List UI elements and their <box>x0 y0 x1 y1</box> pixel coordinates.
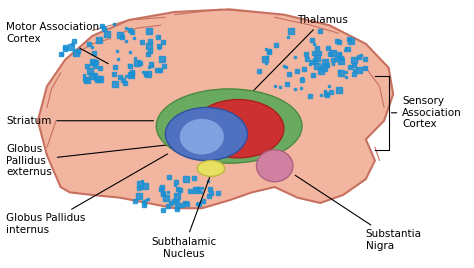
Text: Thalamus: Thalamus <box>249 15 348 95</box>
Ellipse shape <box>197 161 225 176</box>
Ellipse shape <box>156 89 302 163</box>
Text: Subthalamic
Nucleus: Subthalamic Nucleus <box>151 176 216 259</box>
Ellipse shape <box>256 150 293 182</box>
Text: Globus
Pallidus
externus: Globus Pallidus externus <box>6 144 167 177</box>
Ellipse shape <box>193 99 284 158</box>
Text: Striatum: Striatum <box>6 116 154 126</box>
Ellipse shape <box>165 107 247 161</box>
Text: Substantia
Nigra: Substantia Nigra <box>295 175 422 251</box>
Text: Globus Pallidus
internus: Globus Pallidus internus <box>6 154 167 235</box>
Text: Motor Association
Cortex: Motor Association Cortex <box>6 23 108 64</box>
Polygon shape <box>38 9 393 208</box>
Text: Sensory
Association
Cortex: Sensory Association Cortex <box>392 96 462 129</box>
Ellipse shape <box>179 118 225 155</box>
